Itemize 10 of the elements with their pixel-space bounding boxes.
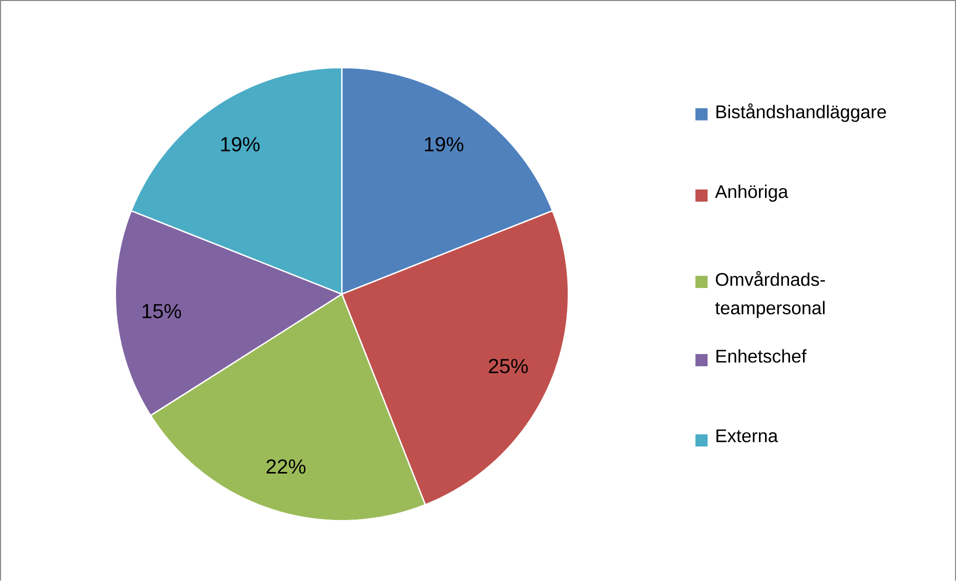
legend-label: Biståndshandläggare bbox=[716, 103, 886, 122]
legend-label: Anhöriga bbox=[715, 184, 788, 202]
legend-label: Omvårdnads-teampersonal bbox=[715, 270, 825, 318]
data-label: 15% bbox=[142, 304, 182, 318]
data-label: 25% bbox=[488, 358, 528, 374]
legend-label: Externa bbox=[716, 429, 778, 442]
legend-label: Enhetschef bbox=[716, 349, 806, 363]
data-label: 22% bbox=[266, 459, 306, 474]
data-label: 19% bbox=[221, 136, 260, 152]
data-label: 19% bbox=[424, 136, 464, 152]
